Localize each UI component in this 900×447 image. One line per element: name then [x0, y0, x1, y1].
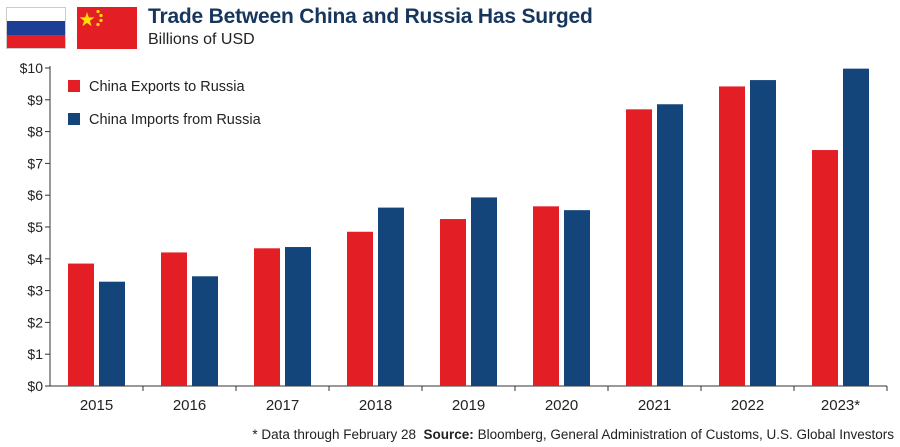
bar-exports — [254, 248, 280, 386]
y-tick-label: $10 — [20, 60, 44, 76]
y-tick-label: $4 — [27, 251, 43, 267]
source-text: Bloomberg, General Administration of Cus… — [477, 427, 894, 442]
legend-label-imports: China Imports from Russia — [89, 112, 262, 128]
x-tick-label: 2020 — [545, 397, 578, 414]
legend-swatch-imports — [68, 113, 80, 125]
bar-exports — [161, 252, 187, 386]
y-tick-label: $3 — [27, 283, 43, 299]
x-tick-label: 2015 — [80, 397, 113, 414]
source-label: Source: — [423, 427, 474, 442]
china-flag-icon — [77, 7, 137, 49]
bar-imports — [843, 68, 869, 387]
footnote-note: * Data through February 28 — [252, 427, 417, 442]
y-tick-label: $2 — [27, 314, 43, 330]
y-tick-label: $1 — [27, 346, 43, 362]
bar-imports — [378, 207, 404, 386]
y-tick-label: $7 — [27, 155, 43, 171]
bar-imports — [657, 104, 683, 386]
bar-imports — [750, 80, 776, 387]
legend-label-exports: China Exports to Russia — [89, 79, 245, 95]
x-tick-label: 2023* — [821, 397, 860, 414]
footnote: * Data through February 28 Source: Bloom… — [252, 427, 894, 442]
chart-subtitle: Billions of USD — [148, 31, 255, 48]
x-tick-label: 2019 — [452, 397, 485, 414]
bar-imports — [564, 210, 590, 386]
x-tick-label: 2017 — [266, 397, 299, 414]
bar-imports — [471, 197, 497, 386]
bar-exports — [626, 109, 652, 386]
x-tick-label: 2016 — [173, 397, 206, 414]
bar-exports — [68, 263, 94, 386]
bar-exports — [347, 231, 373, 386]
bar-imports — [192, 276, 218, 386]
chart-title: Trade Between China and Russia Has Surge… — [148, 5, 593, 28]
y-tick-label: $5 — [27, 219, 43, 235]
bar-exports — [812, 150, 838, 386]
legend-swatch-exports — [68, 80, 80, 92]
y-tick-label: $8 — [27, 124, 43, 140]
x-tick-label: 2022 — [731, 397, 764, 414]
russia-flag-icon — [6, 7, 66, 49]
bar-exports — [440, 219, 466, 386]
y-tick-label: $6 — [27, 187, 43, 203]
bar-exports — [719, 86, 745, 386]
y-tick-label: $9 — [27, 92, 43, 108]
bar-imports — [285, 247, 311, 386]
bar-exports — [533, 206, 559, 386]
x-tick-label: 2018 — [359, 397, 392, 414]
y-tick-label: $0 — [27, 378, 43, 394]
bar-imports — [99, 281, 125, 386]
x-tick-label: 2021 — [638, 397, 671, 414]
